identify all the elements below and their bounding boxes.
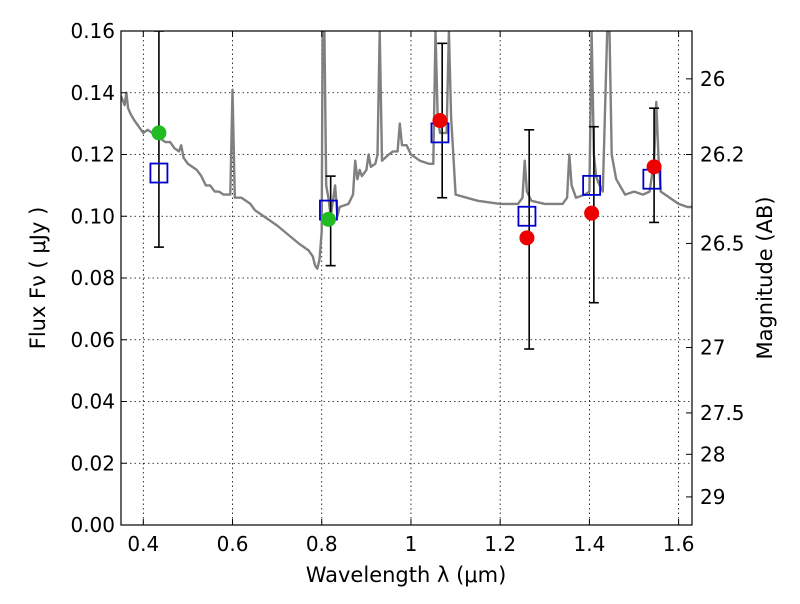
x-tick-label: 1 [405, 532, 418, 556]
y-tick-label: 0.06 [70, 328, 115, 352]
y-axis-label: Flux Fν ( μJy ) [26, 207, 50, 350]
mag-tick-label: 28 [700, 442, 725, 466]
observed-flux-point [151, 125, 167, 141]
y-tick-label: 0.04 [70, 390, 115, 414]
tick-labels: 0.4 0.6 0.8 1 1.2 1.4 1.6 0.00 0.02 0.04 0.06 0.08 0… [70, 19, 744, 556]
model-photometry-square [517, 205, 537, 227]
y-tick-label: 0.12 [70, 143, 115, 167]
y-tick-label: 0.16 [70, 19, 115, 43]
x-tick-label: 1.6 [663, 532, 695, 556]
plot-frame [120, 30, 693, 526]
mag-tick-label: 26 [700, 67, 725, 91]
observed-flux-point [646, 159, 662, 175]
y-tick-label: 0.10 [70, 204, 115, 228]
mag-tick-label: 29 [700, 485, 725, 509]
mag-tick-label: 27.5 [700, 401, 745, 425]
x-tick-label: 0.4 [127, 532, 159, 556]
x-tick-label: 0.6 [217, 532, 249, 556]
x-tick-label: 1.4 [573, 532, 605, 556]
mag-tick-label: 26.2 [700, 143, 745, 167]
x-axis-label: Wavelength λ (μm) [306, 563, 507, 587]
y-tick-label: 0.00 [70, 513, 115, 537]
x-tick-label: 1.2 [484, 532, 516, 556]
x-tick-label: 0.8 [306, 532, 338, 556]
observed-flux-point [432, 113, 448, 129]
observed-flux-point [584, 205, 600, 221]
observed-flux-point [519, 230, 535, 246]
observed-flux-point [320, 211, 336, 227]
y-tick-label: 0.02 [70, 451, 115, 475]
mag-tick-label: 27 [700, 335, 725, 359]
data-layer [121, 31, 692, 350]
y2-axis-label: Magnitude (AB) [753, 196, 777, 359]
y-tick-label: 0.14 [70, 81, 115, 105]
y-tick-label: 0.08 [70, 266, 115, 290]
model-photometry-square [149, 162, 169, 184]
mag-tick-label: 26.5 [700, 231, 745, 255]
model-photometry-square [582, 174, 602, 196]
ticks [121, 30, 692, 526]
